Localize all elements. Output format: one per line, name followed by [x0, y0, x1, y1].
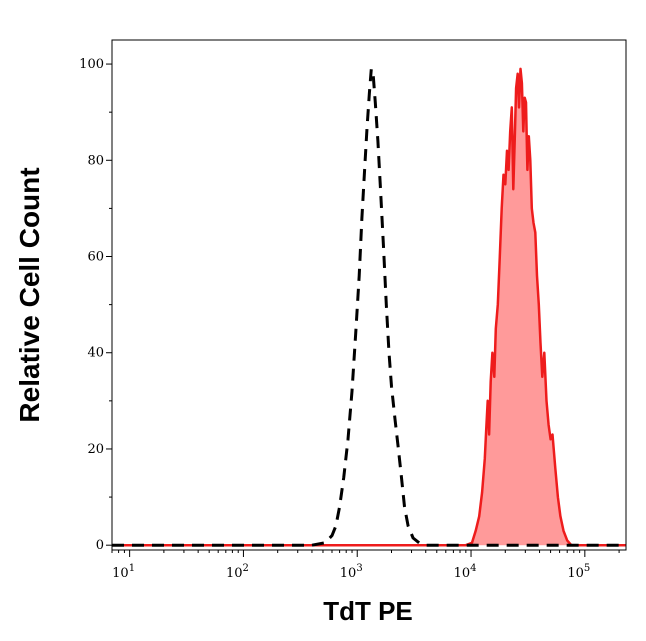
x-axis-title: TdT PE — [323, 596, 413, 626]
x-tick-label: 102 — [226, 563, 249, 581]
x-tick-label: 101 — [112, 563, 135, 581]
x-axis: 101 102 103 104 105 — [111, 550, 620, 581]
y-tick-label: 60 — [87, 250, 104, 265]
y-tick-label: 20 — [87, 442, 104, 457]
x-tick-label: 105 — [567, 563, 590, 581]
y-tick-label: 40 — [87, 346, 104, 361]
series-0-line — [112, 67, 626, 547]
y-tick-label: 80 — [87, 153, 104, 168]
y-tick-label: 0 — [96, 538, 104, 553]
series-layer — [112, 67, 626, 547]
y-axis-title: Relative Cell Count — [14, 167, 45, 422]
series-1-fill — [112, 68, 626, 546]
plot-frame — [111, 39, 627, 551]
y-axis: 0 20 40 60 80 100 — [79, 57, 112, 553]
series-1-line — [112, 67, 626, 547]
y-tick-label: 100 — [79, 57, 104, 72]
x-tick-label: 104 — [454, 563, 477, 581]
x-tick-label: 103 — [340, 563, 363, 581]
